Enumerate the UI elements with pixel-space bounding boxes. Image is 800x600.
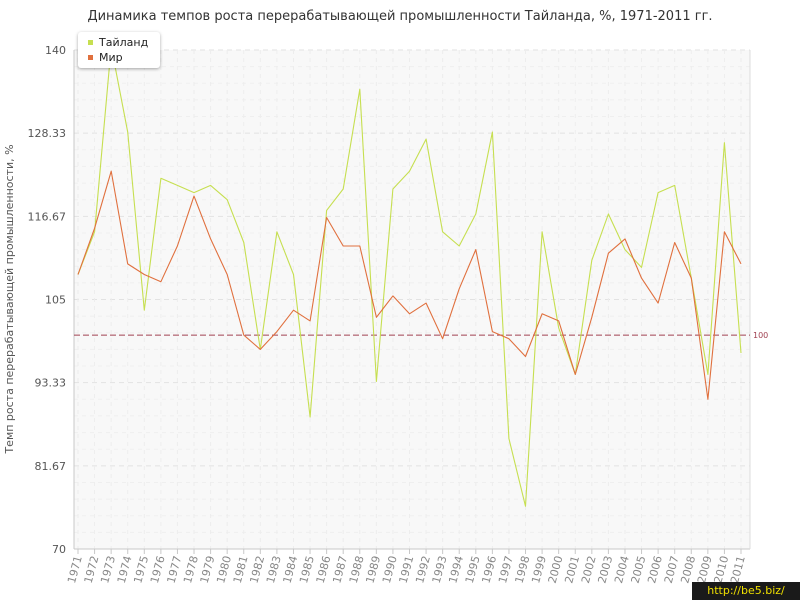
y-tick-label: 116.67 [28,210,67,223]
y-tick-label: 93.33 [35,377,67,390]
reference-line-group: 100 [74,331,768,340]
legend-label-world: Мир [99,51,123,64]
chart-title: Динамика темпов роста перерабатывающей п… [87,9,713,24]
watermark[interactable]: http://be5.biz/ [692,582,800,600]
legend: Тайланд Мир [78,32,160,68]
series-line-world [77,170,742,400]
x-tick-labels: 1971197219731974197519761977197819791980… [65,554,748,584]
axes [73,50,751,554]
y-axis-label: Темп роста перерабатывающей промышленнос… [3,144,16,454]
y-tick-label: 70 [52,543,66,556]
y-tick-label: 105 [45,294,66,307]
y-tick-labels: 70 81.67 93.33 105 116.67 128.33 140 [28,44,67,556]
x-tick-label: 2011 [728,554,748,584]
y-tick-label: 128.33 [28,127,67,140]
legend-swatch-icon [88,54,93,60]
series-group [77,45,742,507]
legend-swatch-icon [88,39,93,45]
legend-item-thailand[interactable]: Тайланд [88,36,148,50]
legend-label-thailand: Тайланд [99,36,149,49]
y-tick-label: 140 [45,44,66,57]
series-line-thailand [77,45,742,507]
y-tick-label: 81.67 [35,460,67,473]
legend-item-world[interactable]: Мир [88,51,123,65]
reference-line-label: 100 [753,331,768,340]
